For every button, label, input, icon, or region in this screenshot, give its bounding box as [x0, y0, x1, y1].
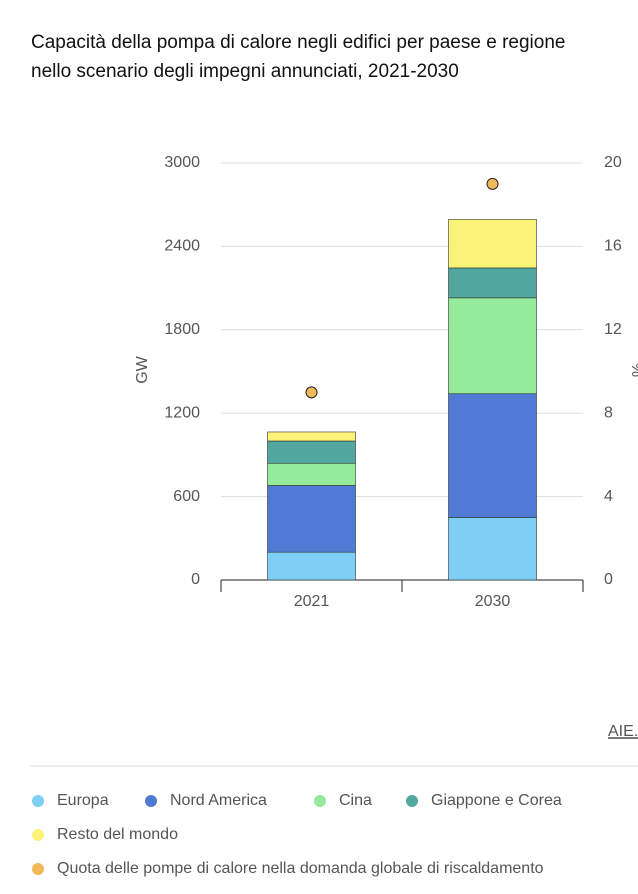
y-axis-label: GW: [134, 355, 151, 383]
y2-tick-label: 0: [604, 571, 613, 588]
chart-title: Capacità della pompa di calore negli edi…: [31, 32, 566, 82]
bar-segment: [267, 485, 356, 553]
y2-tick-label: 12: [604, 321, 622, 338]
y-tick-label: 0: [191, 571, 200, 588]
y-tick-label: 1200: [164, 404, 200, 421]
legend-label: Nord America: [170, 792, 267, 809]
legend-swatch: [32, 795, 44, 807]
y-tick-label: 3000: [164, 154, 200, 171]
bar-segment: [448, 218, 537, 269]
x-tick-label: 2021: [294, 593, 330, 610]
bar-segment: [267, 431, 356, 442]
bar-segment: [267, 440, 356, 464]
y2-tick-label: 20: [604, 154, 622, 171]
legend-swatch: [406, 795, 418, 807]
legend-label: Quota delle pompe di calore nella domand…: [57, 860, 544, 877]
y2-tick-label: 4: [604, 488, 613, 505]
legend-label: Giappone e Corea: [431, 792, 562, 809]
legend-label: Cina: [339, 792, 372, 809]
bar-segment: [448, 267, 537, 299]
bar-segment: [448, 393, 537, 518]
y2-tick-label: 16: [604, 238, 622, 255]
y-tick-label: 1800: [164, 321, 200, 338]
legend-swatch: [32, 863, 44, 875]
source-link[interactable]: AIE.: [608, 723, 638, 740]
bar-segment: [448, 517, 537, 581]
share-dot: [486, 177, 499, 190]
legend-swatch: [32, 829, 44, 841]
y2-tick-label: 8: [604, 404, 613, 421]
legend-label: Resto del mondo: [57, 826, 178, 843]
y-tick-label: 600: [173, 488, 200, 505]
bar-segment: [267, 551, 356, 581]
bar-segment: [448, 297, 537, 395]
legend-label: Europa: [57, 792, 109, 809]
share-dot: [305, 386, 318, 399]
x-tick-label: 2030: [475, 593, 511, 610]
bar-segment: [267, 462, 356, 486]
y-tick-label: 2400: [164, 238, 200, 255]
legend-swatch: [145, 795, 157, 807]
legend-swatch: [314, 795, 326, 807]
y2-axis-label: %: [628, 363, 638, 377]
